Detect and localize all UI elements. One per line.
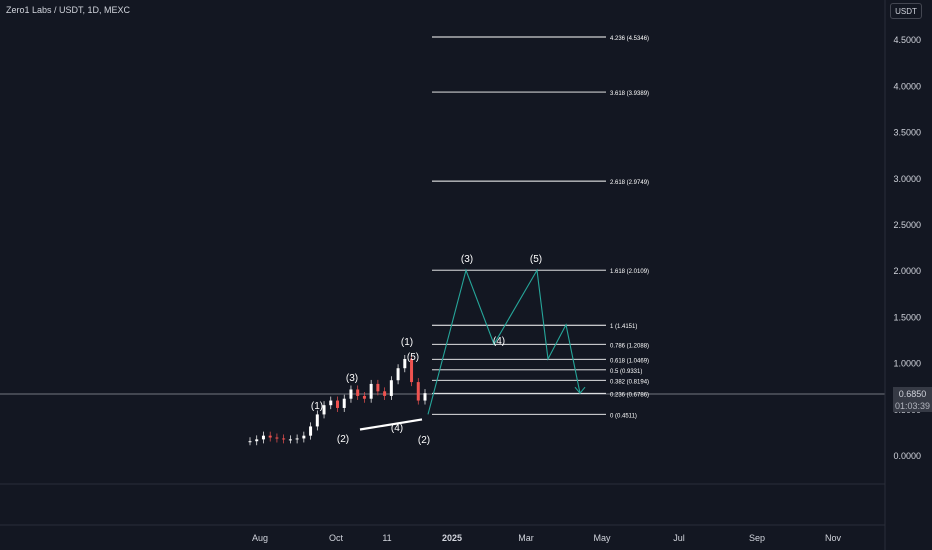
price-tick-label: 1.0000 bbox=[893, 359, 921, 369]
fib-level-label: 3.618 (3.9389) bbox=[610, 91, 649, 97]
candle-body bbox=[389, 380, 393, 396]
fib-level-label: 1 (1.4151) bbox=[610, 324, 637, 330]
wave-label: (3) bbox=[461, 254, 473, 265]
candle-body bbox=[268, 435, 272, 438]
time-tick-label: Oct bbox=[329, 533, 344, 543]
wave-label: (4) bbox=[391, 423, 403, 434]
wave-label: (2) bbox=[337, 434, 349, 445]
time-tick-label: Mar bbox=[518, 533, 534, 543]
candle-body bbox=[349, 389, 353, 399]
price-tick-label: 3.0000 bbox=[893, 174, 921, 184]
candle-body bbox=[275, 437, 279, 439]
current-price-tag: 0.6850 01:03:39 bbox=[893, 387, 932, 412]
candle-body bbox=[416, 382, 420, 401]
fib-level-label: 0.5 (0.9331) bbox=[610, 369, 642, 375]
symbol-title: Zero1 Labs / USDT, 1D, MEXC bbox=[6, 5, 131, 15]
time-tick-label: Sep bbox=[749, 533, 765, 543]
fib-level-label: 0 (0.4511) bbox=[610, 413, 637, 419]
fib-level-label: 0.236 (0.6786) bbox=[610, 392, 649, 398]
candle-body bbox=[261, 435, 265, 440]
candle-body bbox=[376, 383, 380, 392]
wave-label: (5) bbox=[407, 352, 419, 363]
fib-level-label: 1.618 (2.0109) bbox=[610, 269, 649, 275]
candle-body bbox=[288, 439, 292, 441]
price-candles bbox=[248, 354, 427, 446]
time-tick-label: Nov bbox=[825, 533, 842, 543]
candle-body bbox=[309, 426, 313, 436]
wave-label: (4) bbox=[493, 336, 505, 347]
candle-body bbox=[295, 438, 299, 440]
price-tick-label: 4.0000 bbox=[893, 81, 921, 91]
fib-level-label: 2.618 (2.9749) bbox=[610, 180, 649, 186]
candle-body bbox=[369, 383, 373, 399]
candle-body bbox=[282, 438, 286, 440]
fib-level-label: 4.236 (4.5346) bbox=[610, 36, 649, 42]
currency-unit-button[interactable]: USDT bbox=[890, 3, 922, 19]
candle-body bbox=[410, 358, 414, 383]
price-tick-label: 0.0000 bbox=[893, 451, 921, 461]
wave-projection bbox=[427, 268, 586, 415]
fib-level-label: 0.382 (0.8194) bbox=[610, 379, 649, 385]
time-tick-label: Aug bbox=[252, 533, 268, 543]
wave-label: (1) bbox=[401, 337, 413, 348]
wave-label: (1) bbox=[311, 401, 323, 412]
wave-label: (3) bbox=[346, 373, 358, 384]
candle-body bbox=[322, 405, 326, 415]
candle-body bbox=[315, 414, 319, 427]
time-tick-label: 2025 bbox=[442, 533, 462, 543]
time-tick-label: May bbox=[593, 533, 611, 543]
support-trendline bbox=[359, 418, 423, 431]
candle-body bbox=[423, 393, 427, 401]
price-tick-label: 4.5000 bbox=[893, 35, 921, 45]
time-tick-label: 11 bbox=[382, 533, 391, 543]
projection-arrowhead bbox=[574, 386, 586, 395]
price-tick-label: 1.5000 bbox=[893, 312, 921, 322]
price-tick-label: 2.5000 bbox=[893, 220, 921, 230]
candle-body bbox=[255, 439, 259, 442]
fibonacci-levels: 4.236 (4.5346) 3.618 (3.9389) 2.618 (2.974… bbox=[432, 36, 649, 419]
candle-body bbox=[356, 389, 360, 396]
candle-body bbox=[336, 400, 339, 408]
fib-level-label: 0.786 (1.2088) bbox=[610, 343, 649, 349]
candle-body bbox=[329, 400, 333, 406]
candle-body bbox=[302, 435, 306, 439]
candle-body bbox=[362, 395, 366, 399]
candle-body bbox=[342, 398, 346, 408]
candle-body bbox=[396, 368, 400, 381]
bar-countdown: 01:03:39 bbox=[894, 401, 931, 411]
price-tick-label: 3.5000 bbox=[893, 128, 921, 138]
fib-level-label: 0.618 (1.0469) bbox=[610, 358, 649, 364]
wave-labels: (1) (2) (3) (4) (5) (1) (2) (3) (4) (5) bbox=[311, 254, 542, 446]
projection-path bbox=[427, 268, 581, 415]
time-axis: Aug Oct 11 2025 Mar May Jul Sep Nov bbox=[252, 533, 842, 543]
current-price-value: 0.6850 bbox=[898, 389, 927, 399]
candle-body bbox=[403, 358, 407, 369]
wave-label: (2) bbox=[418, 435, 430, 446]
time-tick-label: Jul bbox=[673, 533, 685, 543]
candle-body bbox=[248, 441, 252, 443]
price-tick-label: 2.0000 bbox=[893, 266, 921, 276]
candle-body bbox=[383, 391, 387, 396]
wave-label: (5) bbox=[530, 254, 542, 265]
